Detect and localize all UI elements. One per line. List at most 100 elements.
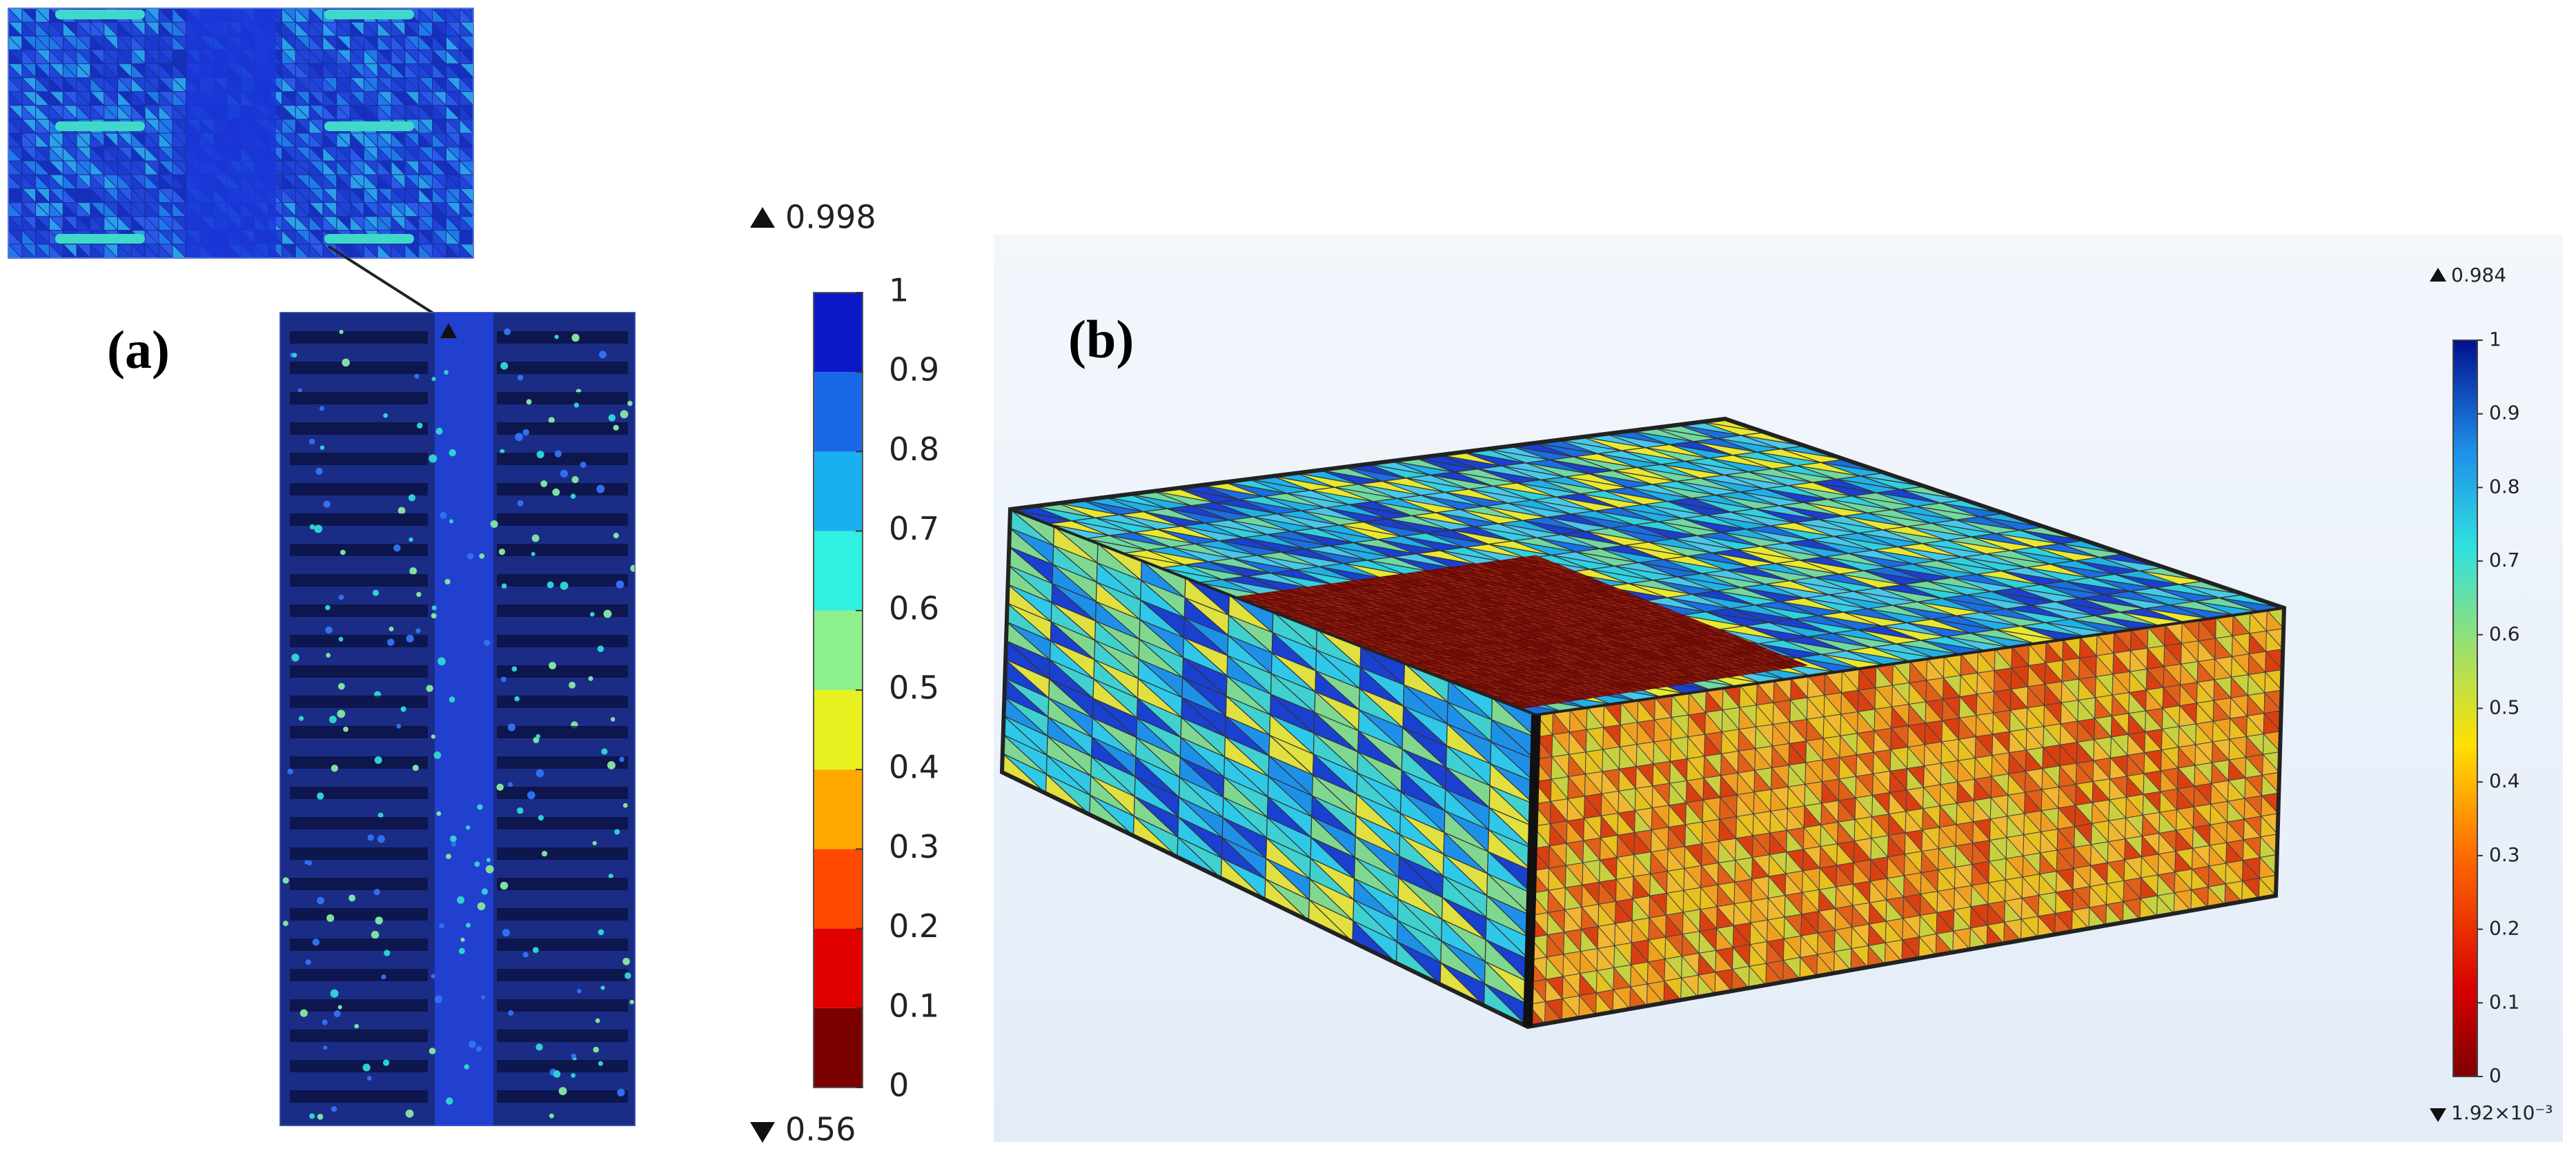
- mesh-element: [1689, 675, 1711, 682]
- mesh-speck: [549, 662, 557, 670]
- mesh-element: [363, 243, 378, 258]
- mesh-speck: [446, 1097, 453, 1105]
- mesh-speck: [490, 520, 498, 528]
- mesh-speck: [435, 427, 443, 435]
- colorbar-band: [814, 372, 863, 452]
- mesh-element: [1771, 662, 1793, 669]
- mesh-speck: [337, 682, 345, 690]
- mesh-speck: [331, 1106, 337, 1112]
- mesh-row: [497, 665, 628, 678]
- mesh-row: [290, 696, 428, 708]
- mesh-panel-a: [279, 312, 636, 1126]
- mesh-element: [1541, 697, 1564, 704]
- mesh-speck: [619, 756, 625, 763]
- inset-bar: [55, 234, 145, 244]
- mesh-speck: [496, 783, 504, 791]
- mesh-row: [290, 817, 428, 829]
- mesh-element: [1563, 694, 1586, 700]
- mesh-speck: [517, 375, 524, 381]
- mesh-element: [8, 244, 23, 258]
- mesh-element: [445, 243, 460, 258]
- mesh-speck: [389, 626, 394, 631]
- mesh-row: [290, 331, 428, 344]
- mesh-speck: [429, 1048, 436, 1054]
- mesh-speck: [305, 959, 311, 965]
- mesh-speck: [569, 681, 576, 689]
- mesh-row: [497, 1030, 628, 1042]
- mesh-element: [49, 243, 64, 258]
- mesh-speck: [589, 611, 595, 617]
- mesh-speck: [571, 1073, 576, 1078]
- colorbar-tick-label: 0.8: [889, 431, 939, 468]
- mesh-element: [1764, 664, 1785, 670]
- mesh-row: [290, 604, 428, 617]
- mesh-speck: [431, 605, 437, 611]
- mesh-speck: [304, 860, 309, 865]
- mesh-speck: [408, 494, 416, 502]
- mesh-speck: [323, 1045, 328, 1050]
- mesh-element: [1749, 666, 1771, 673]
- mesh-speck: [475, 1045, 482, 1052]
- mesh-element: [172, 243, 187, 258]
- mesh-speck: [330, 989, 339, 998]
- mesh-speck: [535, 769, 544, 778]
- mesh-speck: [326, 914, 335, 922]
- mesh-element: [1571, 693, 1593, 700]
- mesh-element: [404, 243, 420, 258]
- mesh-speck: [338, 636, 344, 642]
- mesh-element: [35, 243, 50, 258]
- mesh-speck: [299, 1009, 308, 1017]
- mesh-element: [1682, 676, 1704, 682]
- mesh-element: [1533, 698, 1556, 705]
- mesh-element: [1548, 696, 1571, 703]
- mesh-row: [497, 878, 628, 890]
- mesh-speck: [514, 696, 520, 702]
- mesh-speck: [486, 858, 491, 863]
- mesh-speck: [287, 768, 293, 775]
- mesh-speck: [342, 358, 350, 367]
- mesh-speck: [580, 462, 587, 468]
- mesh-speck: [460, 937, 465, 942]
- mesh-speck: [406, 634, 414, 643]
- mesh-speck: [466, 553, 474, 560]
- mesh-element: [1786, 660, 1808, 667]
- mesh-speck: [440, 512, 447, 520]
- mesh-speck: [291, 653, 299, 662]
- mesh-speck: [449, 449, 456, 457]
- mesh-speck: [553, 1070, 561, 1078]
- mesh-speck: [536, 451, 544, 459]
- mesh-element: [1660, 679, 1682, 686]
- mesh-speck: [508, 1010, 514, 1016]
- mesh-speck: [372, 589, 380, 596]
- colorbar-band: [814, 531, 863, 611]
- mesh-element: [1622, 685, 1645, 691]
- inset-bar: [55, 10, 145, 19]
- mesh-row: [497, 847, 628, 860]
- mesh-speck: [449, 696, 455, 703]
- mesh-row: [290, 1030, 428, 1042]
- mesh-speck: [439, 923, 444, 929]
- colorbar-band: [814, 849, 863, 929]
- mesh-speck: [383, 413, 389, 418]
- mesh-row: [290, 483, 428, 495]
- mesh-speck: [603, 609, 612, 618]
- mesh-speck: [298, 716, 304, 721]
- inset-bar: [324, 121, 414, 131]
- colorbar-band: [814, 690, 863, 770]
- mesh-element: [104, 243, 119, 258]
- mesh-speck: [468, 1041, 476, 1048]
- mesh-speck: [343, 727, 348, 732]
- mesh-speck: [481, 995, 486, 1000]
- colorbar-tick-label: 0.1: [889, 987, 939, 1024]
- mesh-element: [1607, 687, 1630, 694]
- mesh-speck: [396, 723, 402, 729]
- mesh-speck: [595, 1018, 600, 1023]
- mesh-speck: [340, 549, 346, 556]
- mesh-speck: [312, 938, 320, 946]
- mesh-speck: [405, 1109, 414, 1118]
- mesh-speck: [457, 896, 465, 904]
- mesh-row: [497, 696, 628, 708]
- mesh-row: [497, 938, 628, 951]
- mesh-row: [497, 483, 628, 495]
- colorbar-tick-label: 0.6: [889, 589, 939, 627]
